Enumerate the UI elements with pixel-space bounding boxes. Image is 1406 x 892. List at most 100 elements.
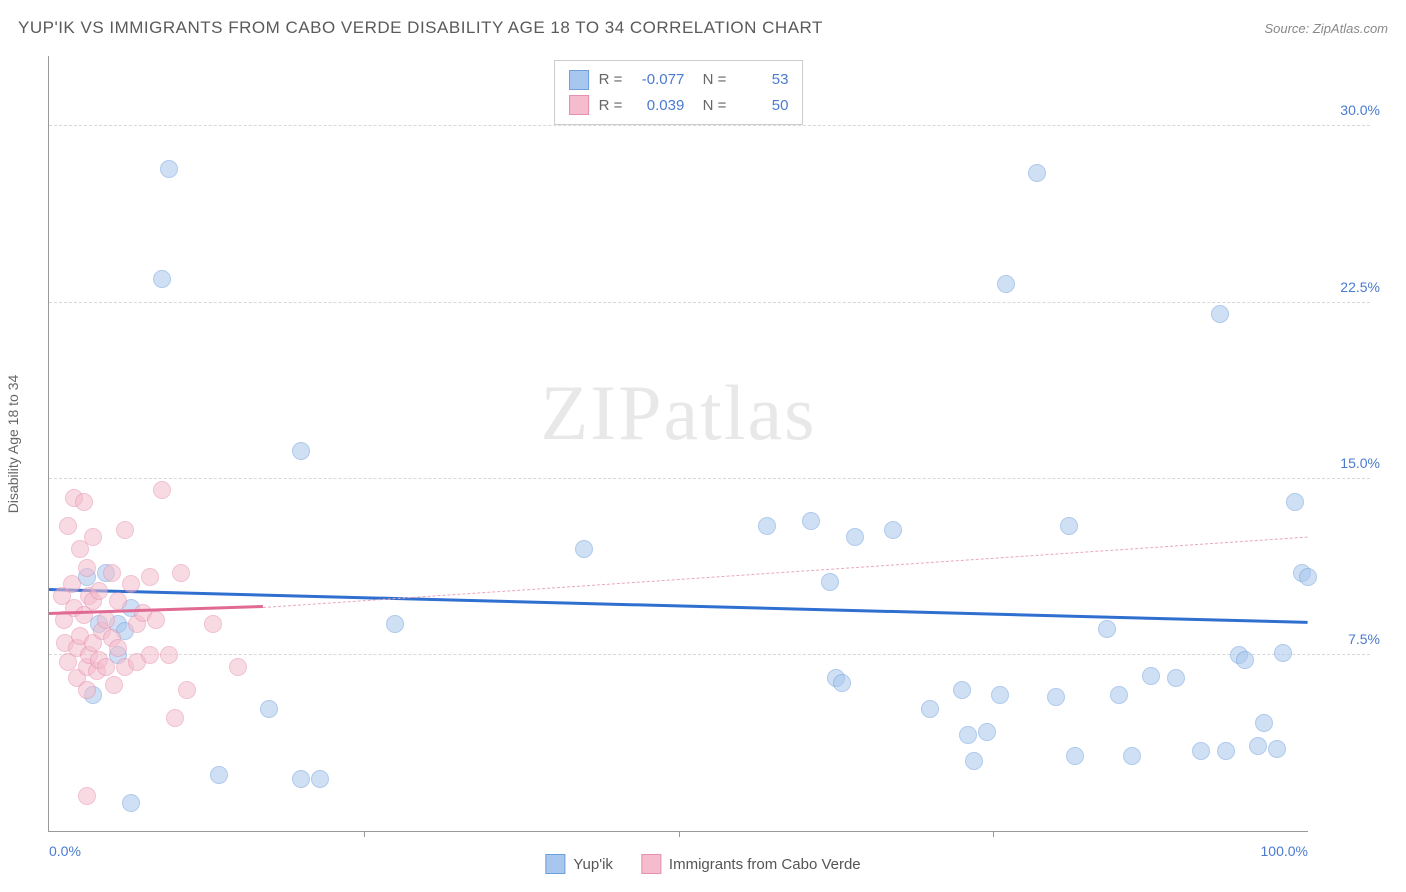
data-point	[1028, 164, 1046, 182]
data-point	[846, 528, 864, 546]
data-point	[122, 794, 140, 812]
data-point	[1236, 651, 1254, 669]
n-label: N =	[694, 93, 726, 119]
data-point	[758, 517, 776, 535]
data-point	[1249, 737, 1267, 755]
data-point	[178, 681, 196, 699]
data-point	[153, 481, 171, 499]
data-point	[160, 160, 178, 178]
data-point	[1211, 305, 1229, 323]
data-point	[153, 270, 171, 288]
x-tick	[364, 831, 365, 837]
legend-label: Yup'ik	[573, 856, 613, 873]
data-point	[109, 592, 127, 610]
grid-line	[49, 654, 1370, 655]
legend-item: Immigrants from Cabo Verde	[641, 854, 861, 874]
data-point	[386, 615, 404, 633]
data-point	[575, 540, 593, 558]
data-point	[141, 568, 159, 586]
legend-label: Immigrants from Cabo Verde	[669, 856, 861, 873]
data-point	[1286, 493, 1304, 511]
data-point	[172, 564, 190, 582]
data-point	[204, 615, 222, 633]
legend-row: R =0.039 N =50	[569, 93, 789, 119]
y-tick-label: 15.0%	[1320, 455, 1380, 471]
data-point	[292, 770, 310, 788]
data-point	[978, 723, 996, 741]
data-point	[109, 639, 127, 657]
data-point	[921, 700, 939, 718]
data-point	[833, 674, 851, 692]
grid-line	[49, 478, 1370, 479]
r-value: -0.077	[632, 67, 684, 93]
data-point	[953, 681, 971, 699]
data-point	[997, 275, 1015, 293]
data-point	[147, 611, 165, 629]
y-tick-label: 7.5%	[1320, 631, 1380, 647]
data-point	[166, 709, 184, 727]
data-point	[210, 766, 228, 784]
x-tick-label: 100.0%	[1261, 843, 1308, 859]
data-point	[1274, 644, 1292, 662]
data-point	[884, 521, 902, 539]
data-point	[1167, 669, 1185, 687]
x-tick-label: 0.0%	[49, 843, 81, 859]
data-point	[802, 512, 820, 530]
data-point	[292, 442, 310, 460]
y-tick-label: 30.0%	[1320, 102, 1380, 118]
data-point	[75, 493, 93, 511]
y-tick-label: 22.5%	[1320, 279, 1380, 295]
data-point	[78, 787, 96, 805]
legend-swatch	[569, 95, 589, 115]
legend-swatch	[641, 854, 661, 874]
data-point	[78, 681, 96, 699]
legend-row: R = -0.077 N = 53	[569, 67, 789, 93]
data-point	[1047, 688, 1065, 706]
trend-line	[263, 536, 1308, 607]
data-point	[311, 770, 329, 788]
data-point	[1142, 667, 1160, 685]
data-point	[821, 573, 839, 591]
data-point	[141, 646, 159, 664]
source-attribution: Source: ZipAtlas.com	[1264, 21, 1388, 36]
legend-swatch	[569, 70, 589, 90]
data-point	[1110, 686, 1128, 704]
data-point	[229, 658, 247, 676]
chart-title: YUP'IK VS IMMIGRANTS FROM CABO VERDE DIS…	[18, 18, 823, 38]
n-value: 50	[736, 93, 788, 119]
data-point	[965, 752, 983, 770]
x-tick	[993, 831, 994, 837]
watermark-text: ZIPatlas	[541, 368, 817, 458]
grid-line	[49, 302, 1370, 303]
data-point	[59, 517, 77, 535]
data-point	[991, 686, 1009, 704]
data-point	[63, 575, 81, 593]
chart-header: YUP'IK VS IMMIGRANTS FROM CABO VERDE DIS…	[18, 18, 1388, 38]
data-point	[1060, 517, 1078, 535]
data-point	[78, 559, 96, 577]
legend-swatch	[545, 854, 565, 874]
scatter-chart: ZIPatlas Disability Age 18 to 34 R =-0.0…	[48, 56, 1308, 832]
n-value: 53	[736, 67, 788, 93]
data-point	[1123, 747, 1141, 765]
data-point	[105, 676, 123, 694]
data-point	[260, 700, 278, 718]
x-tick	[679, 831, 680, 837]
data-point	[1192, 742, 1210, 760]
series-legend: Yup'ik Immigrants from Cabo Verde	[545, 854, 860, 874]
data-point	[160, 646, 178, 664]
correlation-legend: R = -0.077 N = 53R = 0.039 N = 50	[554, 60, 804, 125]
data-point	[84, 528, 102, 546]
data-point	[959, 726, 977, 744]
n-label: N =	[694, 67, 726, 93]
data-point	[116, 521, 134, 539]
data-point	[1098, 620, 1116, 638]
data-point	[1299, 568, 1317, 586]
data-point	[1255, 714, 1273, 732]
grid-line	[49, 125, 1370, 126]
r-value: 0.039	[632, 93, 684, 119]
r-label: R =	[599, 67, 623, 93]
data-point	[97, 658, 115, 676]
data-point	[1217, 742, 1235, 760]
data-point	[103, 564, 121, 582]
